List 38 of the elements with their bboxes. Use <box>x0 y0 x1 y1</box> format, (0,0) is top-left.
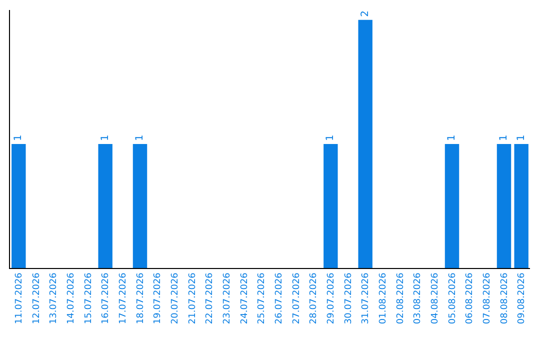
x-tick-label: 22.07.2026 <box>205 272 216 324</box>
x-tick-label: 16.07.2026 <box>101 272 112 324</box>
x-tick-label: 21.07.2026 <box>188 272 198 324</box>
x-tick-label: 03.08.2026 <box>413 272 424 324</box>
x-tick-label: 02.08.2026 <box>396 272 406 324</box>
x-tick-label: 11.07.2026 <box>14 272 25 324</box>
x-tick-label: 25.07.2026 <box>257 272 268 324</box>
x-tick-label: 08.08.2026 <box>500 272 510 324</box>
data-label: 1 <box>325 134 336 141</box>
x-tick-label: 28.07.2026 <box>309 272 320 324</box>
x-tick-label: 24.07.2026 <box>240 272 250 324</box>
x-tick-label: 12.07.2026 <box>32 272 42 324</box>
x-tick-label: 17.07.2026 <box>118 272 129 324</box>
data-label: 1 <box>134 134 146 141</box>
x-tick-label: 09.08.2026 <box>517 272 528 324</box>
x-tick-label: 13.07.2026 <box>49 272 60 324</box>
data-label: 1 <box>498 134 510 141</box>
x-tick-label: 07.08.2026 <box>482 272 493 324</box>
x-tick-label: 15.07.2026 <box>84 272 94 324</box>
x-tick-label: 26.07.2026 <box>274 272 285 324</box>
x-tick-label: 14.07.2026 <box>66 272 77 324</box>
data-label: 1 <box>516 134 527 141</box>
x-tick-label: 29.07.2026 <box>326 272 337 324</box>
data-label: 1 <box>13 134 24 141</box>
x-tick-label: 23.07.2026 <box>222 272 233 324</box>
x-tick-label: 19.07.2026 <box>153 272 164 324</box>
x-tick-label: 18.07.2026 <box>136 272 146 324</box>
x-tick-label: 05.08.2026 <box>448 272 458 324</box>
x-tick-label: 04.08.2026 <box>430 272 441 324</box>
x-tick-label: 20.07.2026 <box>170 272 181 324</box>
x-tick-label: 31.07.2026 <box>361 272 372 324</box>
x-tick-label: 30.07.2026 <box>344 272 354 324</box>
x-tick-label: 06.08.2026 <box>465 272 476 324</box>
data-label: 1 <box>446 134 458 141</box>
data-label: 2 <box>360 10 371 17</box>
x-tick-label: 01.08.2026 <box>378 272 389 324</box>
data-label: 1 <box>100 134 111 141</box>
x-tick-label: 27.07.2026 <box>292 272 302 324</box>
